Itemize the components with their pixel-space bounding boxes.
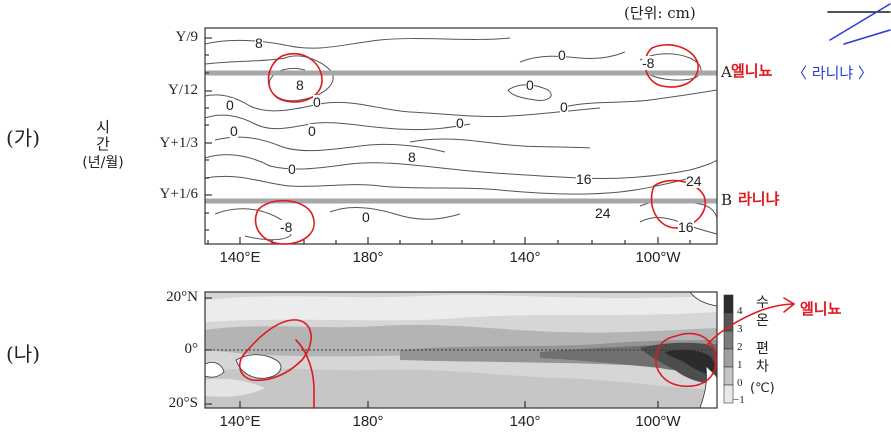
colorbar-tick: 1	[737, 359, 743, 371]
colorbar-title-char: 차	[756, 359, 769, 375]
panel-ga-plot	[204, 27, 718, 245]
handwritten-note-elnino-na: 엘니뇨	[800, 300, 842, 318]
contour-label: 0	[313, 94, 321, 110]
panel-ga-frame	[204, 27, 718, 245]
land-south-america	[699, 364, 717, 408]
x-tick-label: 140°	[509, 413, 541, 430]
y-tick-label: 20°S	[168, 395, 198, 411]
blue-stroke-2	[843, 29, 891, 45]
contour-label: 16	[678, 219, 694, 235]
x-tick-label: 140°E	[219, 249, 261, 266]
x-tick-label: 100°W	[635, 249, 681, 266]
y-axis-title-char-2: 간	[96, 135, 110, 153]
y-tick-label: 0°	[184, 341, 199, 357]
contour-label: 0	[558, 47, 566, 63]
colorbar-tick: 0	[737, 377, 743, 389]
contour-label: 24	[595, 205, 611, 221]
handwritten-note-elnino-a: 엘니뇨	[731, 62, 773, 80]
colorbar-unit: (℃)	[750, 381, 775, 396]
panel-ga-x-ticks	[207, 237, 691, 244]
panel-ga-y-ticks	[205, 37, 212, 231]
contour-label: 0	[288, 161, 296, 177]
contour-label: 24	[686, 173, 702, 189]
handwritten-note-lanina-b: 라니냐	[738, 190, 780, 208]
handwritten-note-lanina-a: 〈 라니냐 〉	[792, 64, 873, 82]
colorbar-title-char: 수	[756, 295, 769, 311]
colorbar-tick: 4	[737, 305, 743, 317]
land-west	[205, 362, 225, 378]
x-tick-label: 180°	[352, 249, 384, 266]
y-tick-label: Y/12	[168, 82, 198, 98]
colorbar-tick: 3	[737, 323, 743, 335]
red-circle-b-west	[254, 199, 315, 245]
land-new-guinea	[235, 354, 282, 379]
contour-label: 16	[576, 171, 592, 187]
contour-label: 0	[456, 115, 464, 131]
contour-label: 0	[308, 123, 316, 139]
x-tick-label: 140°	[509, 249, 541, 266]
contour-label: 0	[362, 209, 370, 225]
x-tick-label: 140°E	[219, 413, 261, 430]
x-tick-label: 180°	[352, 413, 384, 430]
red-stroke-na	[295, 339, 315, 409]
contour-label: -8	[280, 219, 293, 235]
contour-label: 0	[230, 123, 238, 139]
blue-marks	[827, 3, 891, 45]
colorbar-title-char: 온	[756, 313, 769, 329]
y-tick-label: Y+1/3	[159, 135, 198, 151]
panel-label-na: (나)	[6, 342, 41, 366]
colorbar-tick: −1	[733, 394, 745, 406]
panel-na-plot	[204, 291, 718, 409]
contour-label: 0	[560, 99, 568, 115]
reference-label-a: A	[721, 63, 732, 81]
red-circle-b-east	[650, 179, 707, 229]
panel-na-ticks	[205, 297, 659, 408]
blue-stroke-1	[829, 3, 891, 41]
contour-label: 8	[296, 77, 304, 93]
contour-label: 8	[408, 149, 416, 165]
anomaly-band-south	[205, 368, 717, 408]
reference-label-b: B	[721, 191, 733, 209]
colorbar-title-char: 편	[756, 341, 769, 357]
anomaly-core	[665, 349, 716, 376]
colorbar	[723, 294, 734, 404]
contour-label: 8	[255, 35, 263, 51]
y-tick-label: Y+1/6	[159, 186, 198, 202]
anomaly-band-cool-north	[205, 295, 717, 322]
y-axis-title-unit: (년/월)	[82, 155, 124, 171]
land-central-america	[689, 292, 717, 307]
contour-label: 0	[226, 97, 234, 113]
red-arrow-head	[783, 297, 796, 313]
colorbar-tick: 2	[737, 341, 743, 353]
panel-label-ga: (가)	[6, 126, 41, 150]
unit-note: (단위: cm)	[624, 4, 696, 22]
y-tick-label: Y/9	[175, 29, 199, 45]
red-circle-a-west	[267, 53, 323, 103]
red-circle-na-west	[239, 319, 312, 382]
y-axis-title-char-1: 시	[96, 118, 110, 136]
x-tick-label: 100°W	[635, 413, 681, 430]
contour-label: -8	[642, 55, 655, 71]
y-tick-label: 20°N	[166, 289, 198, 305]
red-arrow-line	[705, 303, 795, 347]
contour-lines	[205, 37, 717, 241]
contour-label: 0	[526, 77, 534, 93]
